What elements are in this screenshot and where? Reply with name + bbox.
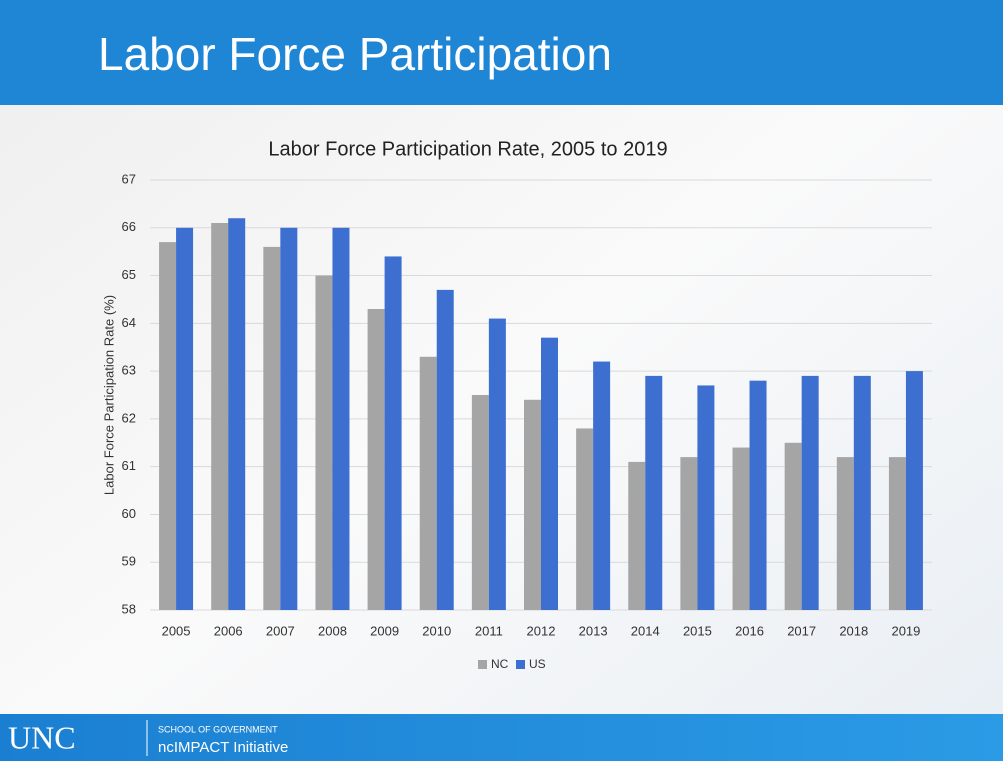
bar: [680, 457, 698, 610]
y-tick-label: 65: [122, 267, 136, 282]
legend-swatch: [516, 660, 525, 669]
legend-label: US: [529, 657, 546, 671]
x-tick-label: 2006: [214, 623, 243, 638]
bar: [645, 375, 663, 610]
bar: [853, 375, 871, 610]
bar: [488, 318, 506, 610]
footer-logo: UNC: [8, 719, 76, 755]
bar: [801, 375, 819, 610]
x-tick-label: 2019: [891, 623, 920, 638]
bar: [905, 371, 923, 610]
x-tick-label: 2007: [266, 623, 295, 638]
bar: [732, 447, 750, 610]
x-tick-label: 2009: [370, 623, 399, 638]
bar: [784, 442, 802, 610]
bar: [263, 246, 281, 610]
bar: [315, 275, 333, 610]
bar: [888, 457, 906, 610]
bar: [749, 380, 767, 610]
bar: [211, 223, 229, 610]
bar: [176, 227, 194, 610]
x-tick-label: 2005: [162, 623, 191, 638]
y-tick-label: 67: [122, 171, 136, 186]
bar: [576, 428, 594, 610]
y-tick-label: 61: [122, 458, 136, 473]
bar: [228, 218, 246, 610]
x-tick-label: 2014: [631, 623, 660, 638]
bar: [541, 337, 558, 610]
bar: [367, 309, 385, 610]
bar: [836, 457, 854, 610]
bar: [524, 399, 541, 610]
x-tick-label: 2010: [422, 623, 451, 638]
y-tick-label: 64: [122, 315, 136, 330]
bar: [593, 361, 611, 610]
footer-school: SCHOOL OF GOVERNMENT: [158, 724, 278, 734]
y-tick-label: 59: [122, 554, 136, 569]
bar: [419, 356, 437, 610]
bar: [280, 227, 298, 610]
header-band: [0, 0, 1003, 105]
x-tick-label: 2016: [735, 623, 764, 638]
x-tick-label: 2008: [318, 623, 347, 638]
bar: [332, 227, 350, 610]
x-tick-label: 2012: [527, 623, 556, 638]
bar: [628, 461, 646, 610]
y-axis-label: Labor Force Participation Rate (%): [101, 295, 116, 495]
y-tick-label: 60: [122, 506, 136, 521]
y-tick-label: 58: [122, 601, 136, 616]
bar: [471, 395, 489, 610]
x-tick-label: 2017: [787, 623, 816, 638]
y-tick-label: 63: [122, 363, 136, 378]
x-tick-label: 2013: [579, 623, 608, 638]
x-tick-label: 2015: [683, 623, 712, 638]
legend-swatch: [478, 660, 487, 669]
y-tick-label: 62: [122, 410, 136, 425]
footer-initiative: ncIMPACT Initiative: [158, 739, 288, 756]
legend-label: NC: [491, 657, 509, 671]
x-tick-label: 2018: [839, 623, 868, 638]
slide-title: Labor Force Participation: [98, 28, 612, 80]
bar: [436, 289, 454, 610]
x-tick-label: 2011: [475, 623, 503, 638]
bar: [697, 385, 715, 610]
y-tick-label: 66: [122, 219, 136, 234]
chart-title: Labor Force Participation Rate, 2005 to …: [268, 138, 667, 160]
bar: [159, 242, 177, 610]
footer-band: [0, 714, 1003, 761]
bar: [384, 256, 402, 610]
